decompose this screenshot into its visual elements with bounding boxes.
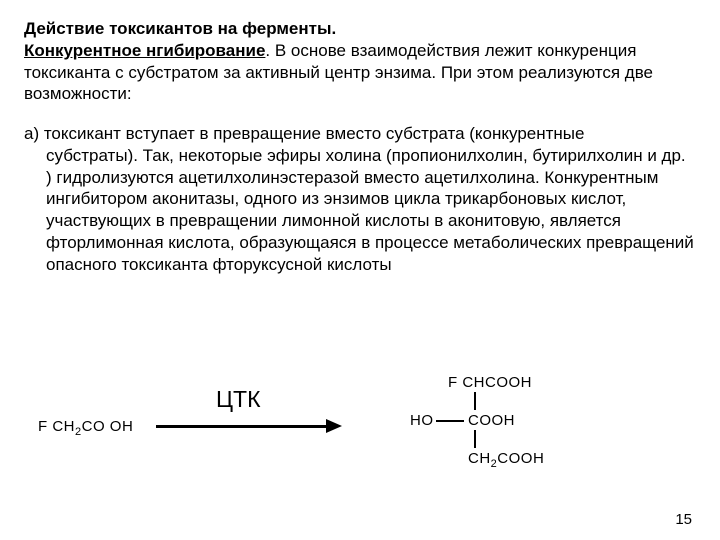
right-line3: CH2COOH <box>468 450 544 470</box>
arrow-label: ЦТК <box>216 386 260 413</box>
reaction-diagram: F CH2CO OH ЦТК F CHCOOH HO COOH CH2COOH <box>38 372 678 482</box>
para2-lead: а) токсикант вступает в превращение вмес… <box>24 124 584 143</box>
bond-ho <box>436 420 464 422</box>
paragraph-2: а) токсикант вступает в превращение вмес… <box>24 123 696 275</box>
reaction-arrow-line <box>156 425 328 428</box>
right-line2-left: HO <box>410 412 434 429</box>
heading-line-1: Действие токсикантов на ферменты. <box>24 19 336 38</box>
paragraph-1: Действие токсикантов на ферменты. Конкур… <box>24 18 696 105</box>
right-line1: F CHCOOH <box>448 374 532 391</box>
left-formula: F CH2CO OH <box>38 418 133 438</box>
bond-1 <box>474 392 476 410</box>
heading-line-2: Конкурентное нгибирование <box>24 41 265 60</box>
document-body: Действие токсикантов на ферменты. Конкур… <box>0 0 720 275</box>
page-number: 15 <box>675 511 692 528</box>
bond-2 <box>474 430 476 448</box>
reaction-arrow-head <box>326 419 342 433</box>
para2-body: субстраты). Так, некоторые эфиры холина … <box>24 145 696 276</box>
right-line2-right: COOH <box>468 412 515 429</box>
